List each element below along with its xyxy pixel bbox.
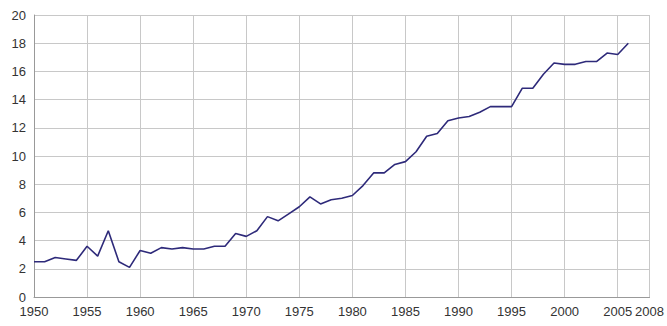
svg-text:1990: 1990 — [444, 304, 473, 319]
svg-text:1955: 1955 — [73, 304, 102, 319]
svg-text:8: 8 — [19, 177, 26, 192]
svg-text:1960: 1960 — [126, 304, 155, 319]
svg-text:1950: 1950 — [20, 304, 49, 319]
svg-text:6: 6 — [19, 205, 26, 220]
svg-text:10: 10 — [12, 149, 26, 164]
svg-text:1980: 1980 — [338, 304, 367, 319]
svg-text:12: 12 — [12, 120, 26, 135]
svg-text:4: 4 — [19, 233, 26, 248]
svg-text:2: 2 — [19, 261, 26, 276]
svg-text:1985: 1985 — [391, 304, 420, 319]
svg-text:1970: 1970 — [232, 304, 261, 319]
svg-text:14: 14 — [12, 92, 26, 107]
svg-text:1965: 1965 — [179, 304, 208, 319]
svg-text:2000: 2000 — [550, 304, 579, 319]
svg-text:1975: 1975 — [285, 304, 314, 319]
svg-text:0: 0 — [19, 290, 26, 305]
svg-text:16: 16 — [12, 64, 26, 79]
svg-text:2005: 2005 — [603, 304, 632, 319]
svg-text:18: 18 — [12, 36, 26, 51]
svg-text:2008: 2008 — [635, 304, 664, 319]
svg-text:1995: 1995 — [497, 304, 526, 319]
svg-text:20: 20 — [12, 8, 26, 23]
